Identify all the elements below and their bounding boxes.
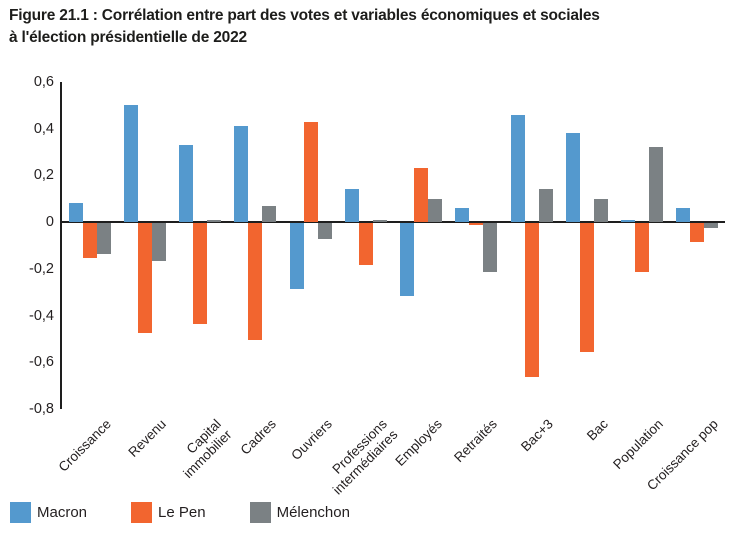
bar-mélenchon bbox=[538, 189, 553, 223]
bar-le-pen bbox=[469, 223, 484, 226]
bar-le-pen bbox=[248, 223, 263, 340]
melenchon-swatch-icon bbox=[249, 502, 271, 523]
y-tick-label: -0,6 bbox=[29, 354, 54, 371]
bar-le-pen bbox=[137, 223, 152, 333]
legend-item-melenchon: Mélenchon bbox=[249, 502, 350, 523]
bar-le-pen bbox=[579, 223, 594, 352]
macron-swatch-icon bbox=[10, 502, 31, 523]
plot-area bbox=[60, 82, 725, 409]
y-tick-label: 0,6 bbox=[33, 74, 54, 90]
bar-macron bbox=[123, 105, 138, 223]
bar-mélenchon bbox=[151, 223, 166, 261]
legend-item-macron: Macron bbox=[10, 502, 87, 523]
bar-macron bbox=[179, 145, 194, 223]
x-axis-label: Croissance pop bbox=[644, 416, 722, 494]
bar-mélenchon bbox=[704, 223, 719, 228]
bar-mélenchon bbox=[483, 223, 498, 273]
bar-mélenchon bbox=[317, 223, 332, 240]
y-tick-label: 0 bbox=[45, 214, 54, 231]
y-tick-label: -0,2 bbox=[29, 260, 54, 277]
zero-line bbox=[60, 221, 725, 224]
legend-item-lepen: Le Pen bbox=[131, 502, 206, 523]
bar-le-pen bbox=[358, 223, 373, 266]
y-tick-label: -0,8 bbox=[29, 401, 54, 417]
bar-macron bbox=[400, 223, 415, 296]
bar-le-pen bbox=[82, 223, 97, 259]
bar-macron bbox=[234, 126, 249, 223]
bar-macron bbox=[68, 203, 83, 223]
bar-mélenchon bbox=[593, 198, 608, 223]
bar-le-pen bbox=[524, 223, 539, 378]
bar-mélenchon bbox=[262, 205, 277, 223]
bar-mélenchon bbox=[428, 198, 443, 223]
bar-mélenchon bbox=[207, 219, 222, 223]
bar-mélenchon bbox=[372, 219, 387, 223]
legend-label-lepen: Le Pen bbox=[158, 504, 206, 521]
y-tick-label: 0,2 bbox=[33, 167, 54, 184]
legend: Macron Le Pen Mélenchon bbox=[10, 502, 350, 523]
bar-macron bbox=[289, 223, 304, 289]
x-axis-label: Bac+3 bbox=[517, 416, 556, 455]
bar-macron bbox=[676, 208, 691, 223]
bar-macron bbox=[565, 133, 580, 223]
bar-macron bbox=[510, 114, 525, 223]
x-axis-label: Bac bbox=[583, 416, 611, 444]
x-axis-label: Retraités bbox=[451, 416, 501, 466]
bar-le-pen bbox=[414, 168, 429, 223]
bar-le-pen bbox=[303, 121, 318, 223]
x-axis-label: Population bbox=[610, 416, 667, 473]
bar-le-pen bbox=[635, 223, 650, 273]
bar-macron bbox=[621, 219, 636, 223]
bar-mélenchon bbox=[96, 223, 111, 254]
lepen-swatch-icon bbox=[131, 502, 153, 523]
bar-chart: 0,6 0,4 0,2 0 -0,2 -0,4 -0,6 -0,8 Croissance Rev… bbox=[29, 74, 725, 497]
bar-macron bbox=[344, 189, 359, 223]
bar-le-pen bbox=[690, 223, 705, 242]
y-tick-label: -0,4 bbox=[29, 307, 54, 324]
legend-label-melenchon: Mélenchon bbox=[276, 504, 350, 521]
y-tick-label: 0,4 bbox=[33, 120, 54, 137]
bar-le-pen bbox=[193, 223, 208, 324]
figure-title: Figure 21.1 : Corrélation entre part des… bbox=[9, 7, 600, 47]
bar-macron bbox=[455, 208, 470, 223]
legend-label-macron: Macron bbox=[37, 504, 88, 521]
bar-mélenchon bbox=[649, 147, 664, 223]
